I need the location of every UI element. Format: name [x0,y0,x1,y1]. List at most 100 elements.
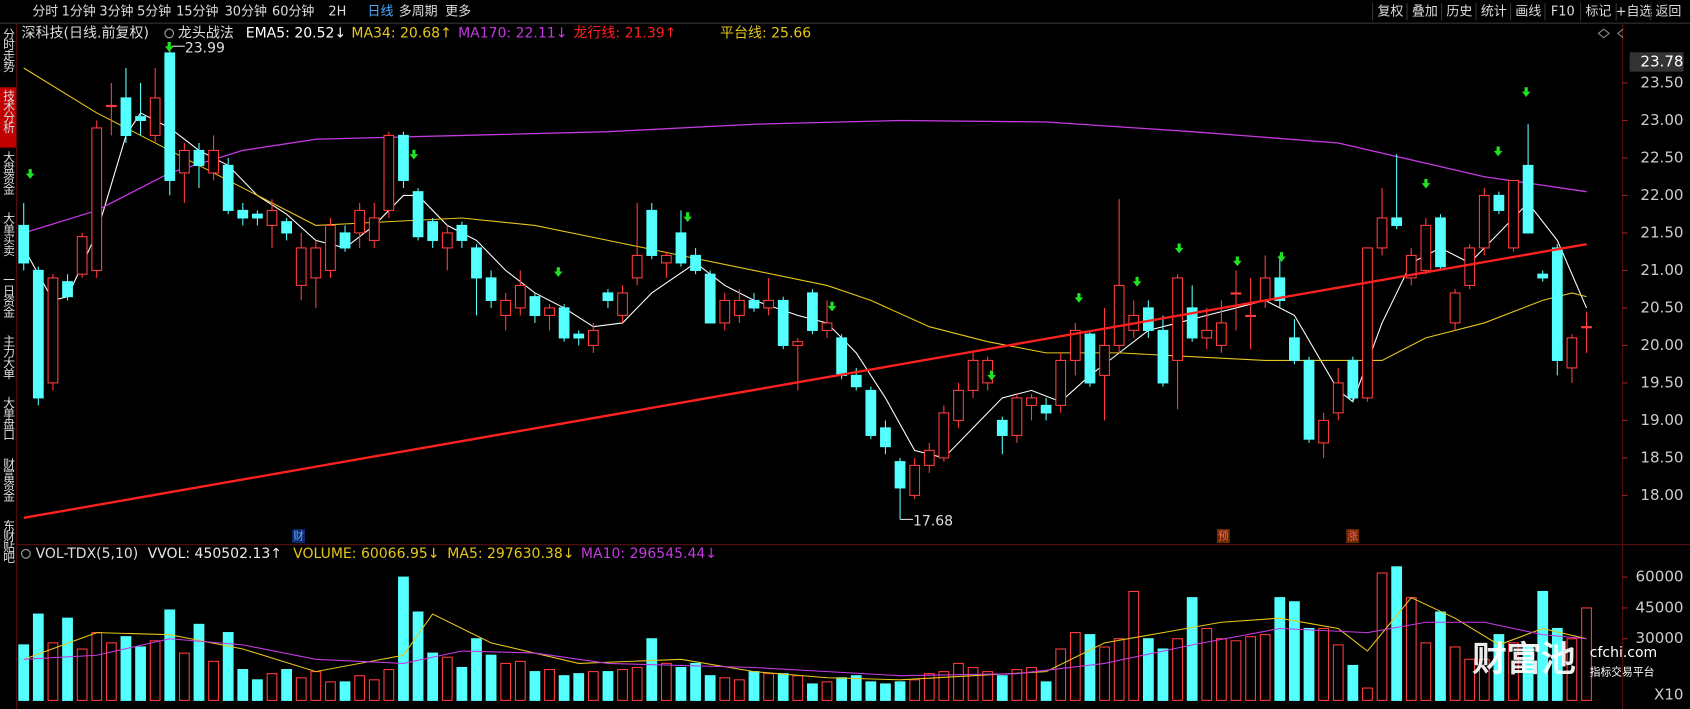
toolbar-tab[interactable]: 15分钟 [176,3,218,19]
toolbar-button[interactable]: 返回 [1656,4,1682,19]
candle-body [1420,224,1432,271]
toolbar-tab[interactable]: 5分钟 [137,3,171,19]
y-tick-label: 30000 [1636,629,1684,647]
toolbar-tab[interactable]: 1分钟 [62,3,96,19]
toolbar-button[interactable]: F10 [1551,4,1575,19]
candle-body [734,299,745,316]
sidebar-tab[interactable]: 东财贴吧 [2,519,16,563]
candle-body [32,269,44,399]
volume-bar [1055,648,1067,701]
candle-body [1551,247,1563,361]
event-marker[interactable]: 财 [293,530,304,543]
volume-bar [1303,627,1315,701]
toolbar-button[interactable]: 标记 [1585,4,1611,19]
y-tick-label: 22.00 [1640,186,1683,204]
volume-bar [1172,638,1183,701]
settings-icon[interactable] [164,28,175,39]
volume-bar [1289,601,1300,701]
toolbar-button[interactable]: +自选 [1616,4,1653,19]
volume-bar [967,666,979,701]
signal-arrow [1074,293,1084,303]
signal-arrow [1521,87,1531,97]
volume-bar [1332,644,1344,701]
toolbar-button[interactable]: 历史 [1446,4,1472,19]
volume-bar [1405,597,1417,701]
candle-body [529,296,541,316]
candle-body [792,341,804,346]
candle-body [777,299,789,346]
watermark-logo: 财富池 [1472,640,1575,680]
candle-body [690,254,701,271]
sidebar-tab[interactable]: 财富资金 [2,457,16,501]
volume-bar [514,660,526,701]
toolbar-tab[interactable]: 更多 [445,4,471,19]
indicator-line [23,621,1587,677]
panel-icons[interactable] [1597,28,1624,39]
toolbar-button[interactable]: 画线 [1515,4,1541,19]
y-tick-label: 45000 [1636,598,1684,616]
volume-bar [325,681,336,701]
sidebar-tab[interactable]: 一日资金 [2,274,16,318]
toolbar-tab[interactable]: 多周期 [399,4,438,19]
candle-body [456,224,468,241]
sidebar-tab[interactable]: 大单盘口 [2,396,16,440]
sidebar-tab[interactable]: 分时走势 [2,28,16,72]
toolbar-button[interactable]: 叠加 [1412,4,1438,19]
candle-body [471,247,482,279]
event-marker[interactable]: 涨 [1347,530,1358,543]
candle-body [325,224,336,271]
signal-arrow [25,169,35,179]
volume-bar [1026,666,1037,701]
sidebar-tab[interactable]: 大单买卖 [2,212,16,257]
toolbar-tab[interactable]: 日线 [368,4,394,19]
volume-bar [953,662,964,701]
sidebar-tab[interactable]: 技术分析 [2,89,16,134]
volume-bar [1420,642,1432,701]
candle-body [500,299,512,316]
volume-bar [1493,634,1505,701]
volume-bar [237,669,249,701]
sidebar-active [0,87,17,148]
event-marker-box [292,529,306,544]
y-tick-label: 20.00 [1640,336,1683,354]
sidebar-tab[interactable]: 主力大单 [2,335,16,380]
toolbar-tab[interactable]: 60分钟 [272,3,314,19]
event-marker[interactable]: 预 [1218,530,1229,543]
candle-body [631,254,643,279]
sidebar-tab[interactable]: 大盘资金 [2,150,16,194]
candle-body [135,116,146,121]
candle-body [602,292,614,301]
candle-body [1172,277,1183,361]
volume-bar [368,679,380,701]
volume-bar [193,623,205,701]
volume-bar [996,675,1008,701]
toolbar-tab[interactable]: 3分钟 [99,3,133,19]
candle-body [237,209,249,219]
low-label: 17.68 [913,514,953,530]
settings-icon[interactable] [21,548,31,559]
volume-bar [91,632,103,701]
candle-body [1493,194,1505,211]
toolbar-button[interactable]: 统计 [1481,4,1507,19]
toolbar-tab[interactable]: 30分钟 [225,3,267,19]
candle-body [1303,359,1315,440]
toolbar-tab[interactable]: 分时 [32,4,58,19]
candle-body [18,224,30,264]
candle-body [675,232,687,264]
volume-bar [1537,590,1549,701]
axis-top-box [1629,52,1684,72]
candle-body [514,284,526,309]
y-tick-label: 20.50 [1640,298,1683,316]
candle-body [850,374,862,388]
signal-arrow [1493,146,1503,157]
volume-bar [1157,648,1169,701]
volume-bar [777,673,789,701]
candle-body [617,292,628,316]
toolbar-tab[interactable]: 2H [328,4,346,19]
toolbar-button[interactable]: 复权 [1377,3,1403,19]
candle-body [1449,292,1461,324]
volume-bar [354,675,366,701]
y-tick-label: 19.00 [1640,411,1683,429]
candle-body [1113,284,1125,346]
